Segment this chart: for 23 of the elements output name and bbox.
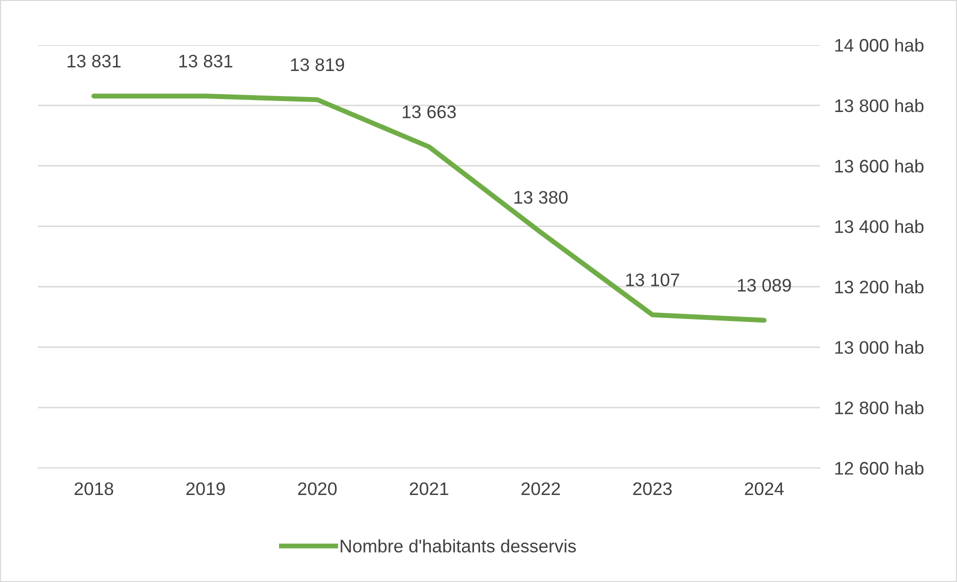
y-tick-label: 13 600 hab [835, 159, 924, 173]
y-tick-label: 13 800 hab [835, 98, 924, 112]
y-tick-label: 12 800 hab [835, 401, 924, 414]
x-tick-label: 2019 [186, 482, 225, 496]
y-tick-label: 13 200 hab [835, 280, 924, 294]
x-tick-label: 2018 [74, 482, 114, 496]
data-label: 13 831 [179, 54, 232, 68]
x-tick-label: 2022 [522, 482, 560, 496]
data-label: 13 107 [626, 273, 680, 286]
legend-label: Nombre d'habitants desservis [340, 539, 576, 552]
y-tick-label: 13 000 hab [835, 340, 924, 354]
data-label: 13 089 [738, 278, 791, 292]
x-tick-label: 2024 [744, 482, 784, 496]
y-tick-label: 14 000 hab [835, 38, 924, 52]
data-label: 13 831 [68, 54, 121, 68]
y-tick-label: 12 600 hab [835, 461, 924, 475]
data-label: 13 819 [291, 58, 344, 72]
data-label: 13 380 [514, 190, 568, 204]
x-tick-label: 2020 [298, 482, 337, 496]
data-label: 13 663 [402, 105, 456, 118]
x-tick-label: 2023 [633, 482, 672, 496]
y-tick-label: 13 400 hab [835, 220, 924, 234]
x-tick-label: 2021 [410, 482, 448, 496]
